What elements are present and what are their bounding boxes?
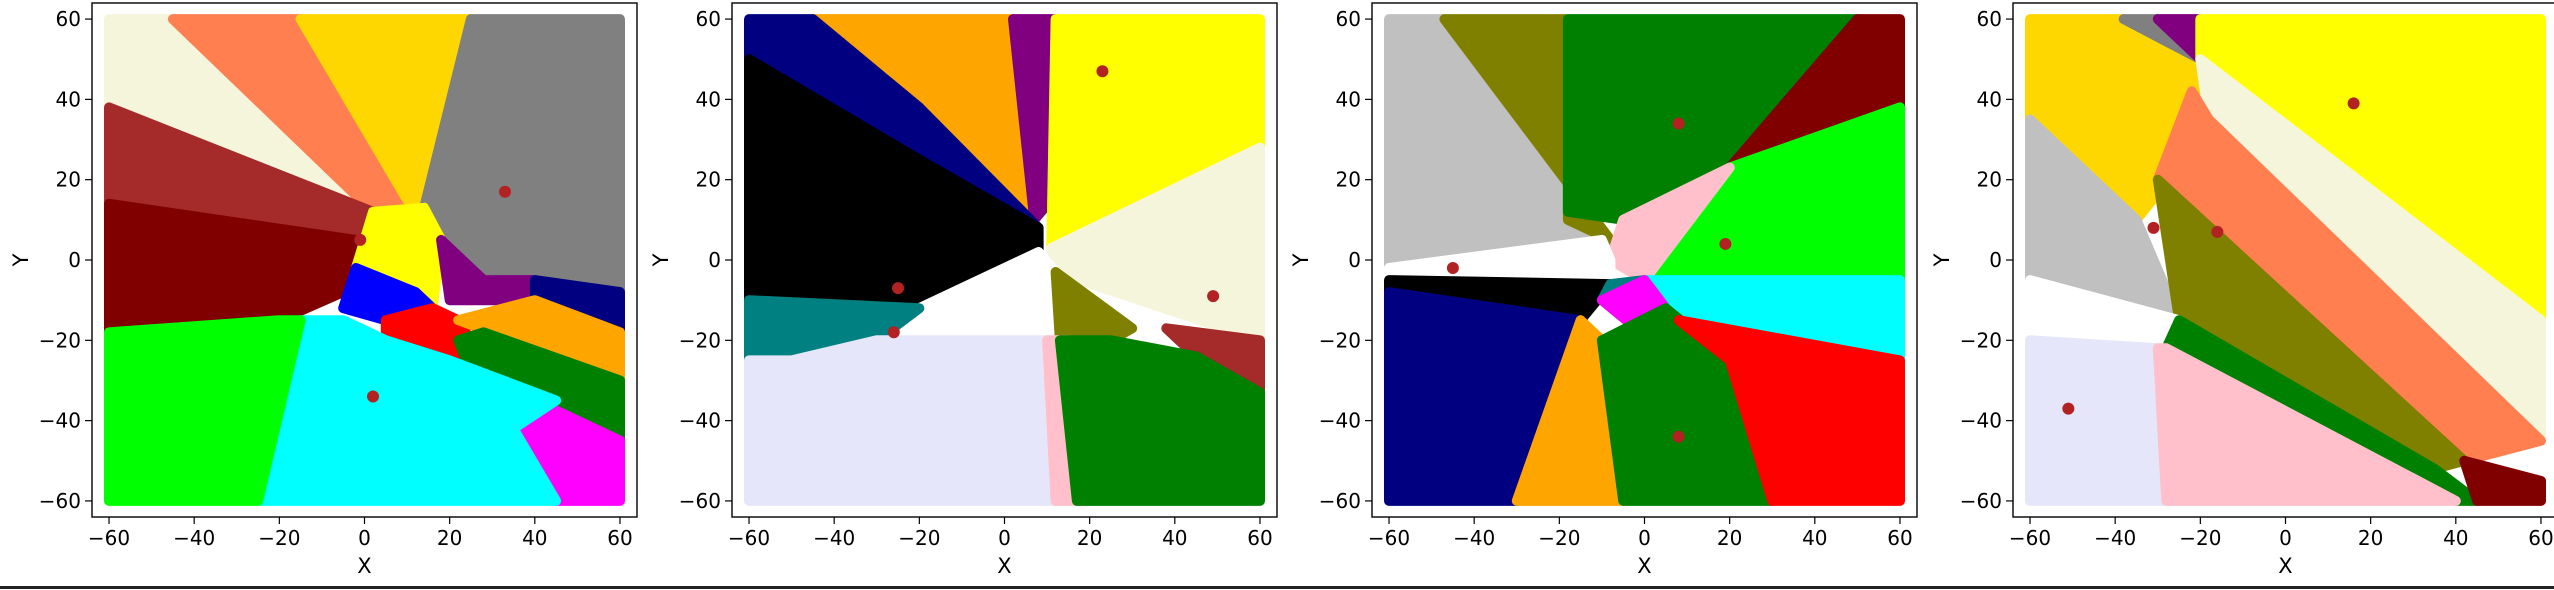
y-axis-label: Y [649, 253, 673, 267]
centroid-point [1207, 290, 1220, 303]
centroid-point [1672, 117, 1685, 130]
x-tick-label: −20 [258, 526, 300, 550]
x-tick-label: 60 [1247, 526, 1272, 550]
y-tick-label: 60 [1336, 7, 1361, 31]
x-tick-label: −40 [1453, 526, 1495, 550]
y-tick-label: −20 [679, 328, 721, 352]
x-tick-label: −60 [1368, 526, 1410, 550]
y-tick-label: 60 [1977, 7, 2002, 31]
x-tick-label: 40 [2443, 526, 2468, 550]
y-tick-label: −40 [679, 409, 721, 433]
y-tick-label: 20 [1336, 168, 1361, 192]
centroid-point [887, 326, 900, 339]
cluster-region-12 [2152, 343, 2461, 506]
x-tick-label: 60 [1887, 526, 1912, 550]
x-tick-label: −40 [173, 526, 215, 550]
x-tick-label: −60 [2009, 526, 2051, 550]
bottom-rule [0, 586, 2554, 589]
centroid-point [2211, 225, 2224, 238]
centroid-point [1096, 65, 1109, 78]
cluster-regions [2025, 14, 2546, 506]
centroid-point [367, 390, 380, 403]
y-tick-label: 40 [1977, 87, 2002, 111]
cluster-regions [744, 14, 1265, 506]
x-tick-label: −40 [2094, 526, 2136, 550]
x-axis-label: X [357, 554, 371, 578]
cluster-region-13 [2459, 455, 2546, 506]
x-tick-label: −40 [813, 526, 855, 550]
y-tick-label: 0 [68, 248, 81, 272]
x-tick-label: 20 [1077, 526, 1102, 550]
centroid-point [354, 233, 367, 246]
x-tick-label: 40 [1162, 526, 1187, 550]
y-tick-label: −20 [39, 328, 81, 352]
cluster-regions [1384, 14, 1905, 506]
cluster-region-9 [744, 335, 1061, 506]
y-tick-label: 60 [56, 7, 81, 31]
y-tick-label: −20 [1960, 328, 2002, 352]
scatter-panel-1: −60 −40 −20 0 20 40 60 −60 −40 −20 0 20 40 60 X Y [9, 2, 638, 578]
cluster-region-13 [1054, 335, 1265, 506]
centroid-point [892, 282, 905, 295]
centroid-point [499, 185, 512, 198]
centroid-point [2347, 97, 2360, 110]
cluster-region-15 [1673, 315, 1905, 506]
y-tick-label: −60 [1319, 489, 1361, 513]
y-tick-label: 20 [696, 168, 721, 192]
x-tick-label: 20 [437, 526, 462, 550]
x-axis-label: X [1637, 554, 1651, 578]
centroid-point [2147, 221, 2160, 234]
cluster-region-16 [104, 315, 306, 506]
centroid-point [2062, 402, 2075, 415]
x-tick-label: 60 [2528, 526, 2553, 550]
y-tick-label: −60 [1960, 489, 2002, 513]
scatter-panel-3: −60 −40 −20 0 20 40 60 −60 −40 −20 0 20 40 60 X Y [1289, 2, 1918, 578]
cluster-region-6 [104, 198, 361, 338]
x-tick-label: 0 [1638, 526, 1651, 550]
x-tick-label: 0 [998, 526, 1011, 550]
cluster-region-6 [2152, 86, 2546, 466]
y-tick-label: −40 [1960, 409, 2002, 433]
y-tick-label: 40 [56, 87, 81, 111]
cluster-regions [104, 14, 625, 506]
x-tick-label: 20 [1717, 526, 1742, 550]
y-tick-label: −60 [39, 489, 81, 513]
x-tick-label: −60 [728, 526, 770, 550]
y-tick-label: −40 [39, 409, 81, 433]
centroid-point [1446, 262, 1459, 275]
x-tick-label: 20 [2358, 526, 2383, 550]
y-axis-label: Y [1289, 253, 1313, 267]
y-tick-label: 20 [1977, 168, 2002, 192]
x-tick-label: −20 [898, 526, 940, 550]
x-tick-label: 40 [522, 526, 547, 550]
centroid-point [1719, 237, 1732, 250]
y-axis-label: Y [1930, 253, 1954, 267]
y-tick-label: −60 [679, 489, 721, 513]
y-tick-label: 0 [1989, 248, 2002, 272]
y-tick-label: 60 [696, 7, 721, 31]
x-tick-label: 40 [1802, 526, 1827, 550]
x-tick-label: 60 [607, 526, 632, 550]
cluster-region-11 [2025, 335, 2172, 506]
y-tick-label: 0 [708, 248, 721, 272]
y-tick-label: 40 [696, 87, 721, 111]
cluster-region-10 [2161, 315, 2483, 506]
x-tick-label: 0 [358, 526, 371, 550]
x-axis-label: X [997, 554, 1011, 578]
y-tick-label: 20 [56, 168, 81, 192]
y-tick-label: −40 [1319, 409, 1361, 433]
x-tick-label: −60 [88, 526, 130, 550]
x-axis-label: X [2278, 554, 2292, 578]
y-tick-label: 40 [1336, 87, 1361, 111]
y-tick-label: −20 [1319, 328, 1361, 352]
centroid-point [1672, 430, 1685, 443]
x-tick-label: −20 [2179, 526, 2221, 550]
scatter-panel-4: −60 −40 −20 0 20 40 60 −60 −40 −20 0 20 40 60 X Y [1930, 2, 2554, 578]
scatter-panel-2: −60 −40 −20 0 20 40 60 −60 −40 −20 0 20 40 60 X Y [649, 2, 1278, 578]
y-tick-label: 0 [1348, 248, 1361, 272]
x-tick-label: 0 [2279, 526, 2292, 550]
x-tick-label: −20 [1538, 526, 1580, 550]
y-axis-label: Y [9, 253, 33, 267]
